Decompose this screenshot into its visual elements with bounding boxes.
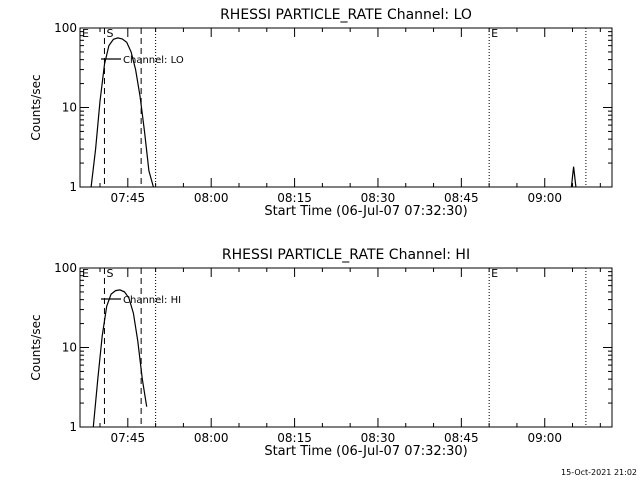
chart-0-x-tick-label: 09:00 bbox=[527, 191, 562, 205]
chart-1-axes-frame bbox=[79, 267, 613, 428]
chart-0-series-line bbox=[90, 37, 154, 188]
chart-0-x-tick-label: 07:45 bbox=[111, 191, 146, 205]
chart-0-y-tick-label: 100 bbox=[54, 21, 77, 35]
chart-0-x-axis-label: Start Time (06-Jul-07 07:32:30) bbox=[264, 204, 467, 219]
chart-0-x-tick-label: 08:00 bbox=[194, 191, 229, 205]
chart-0-marker-label: E bbox=[491, 27, 498, 40]
chart-1-y-tick-label: 10 bbox=[62, 341, 77, 355]
chart-1-marker-label: E bbox=[82, 267, 89, 280]
chart-1-title: RHESSI PARTICLE_RATE Channel: HI bbox=[222, 247, 470, 263]
chart-1-x-tick-label: 08:45 bbox=[444, 431, 479, 445]
chart-0-title: RHESSI PARTICLE_RATE Channel: LO bbox=[220, 7, 472, 23]
chart-1-x-tick-label: 07:45 bbox=[111, 431, 146, 445]
chart-0-axes-frame bbox=[79, 27, 613, 188]
chart-0-marker-label: E bbox=[82, 27, 89, 40]
chart-1-y-tick-label: 100 bbox=[54, 261, 77, 275]
chart-0-legend-label: Channel: LO bbox=[123, 55, 184, 66]
chart-0-x-tick-label: 08:45 bbox=[444, 191, 479, 205]
chart-1-marker-label: E bbox=[491, 267, 498, 280]
chart-1-x-tick-label: 08:00 bbox=[194, 431, 229, 445]
generation-timestamp: 15-Oct-2021 21:02 bbox=[561, 468, 637, 477]
hi-channel-panel: RHESSI PARTICLE_RATE Channel: HI 07:45 08:… bbox=[29, 247, 613, 459]
chart-1-y-tick-label: 1 bbox=[69, 420, 77, 434]
chart-0-x-tick-label: 08:30 bbox=[361, 191, 396, 205]
chart-1-x-axis-label: Start Time (06-Jul-07 07:32:30) bbox=[264, 444, 467, 459]
chart-0-y-tick-label: 1 bbox=[69, 180, 77, 194]
chart-0-y-axis-label: Counts/sec bbox=[29, 74, 43, 140]
chart-0-series-segment bbox=[570, 166, 577, 188]
chart-1-legend-label: Channel: HI bbox=[123, 295, 181, 306]
chart-0-x-tick-label: 08:15 bbox=[277, 191, 312, 205]
chart-1-series-line bbox=[92, 289, 148, 428]
chart-0-y-tick-label: 10 bbox=[62, 101, 77, 115]
lo-channel-panel: RHESSI PARTICLE_RATE Channel: LO 07:45 08:… bbox=[29, 7, 613, 219]
chart-0-marker-label: S bbox=[106, 27, 113, 40]
chart-1-marker-label: S bbox=[106, 267, 113, 280]
chart-1-y-axis-label: Counts/sec bbox=[29, 314, 43, 380]
chart-1-x-tick-label: 08:30 bbox=[361, 431, 396, 445]
chart-1-x-tick-label: 08:15 bbox=[277, 431, 312, 445]
chart-1-x-tick-label: 09:00 bbox=[527, 431, 562, 445]
